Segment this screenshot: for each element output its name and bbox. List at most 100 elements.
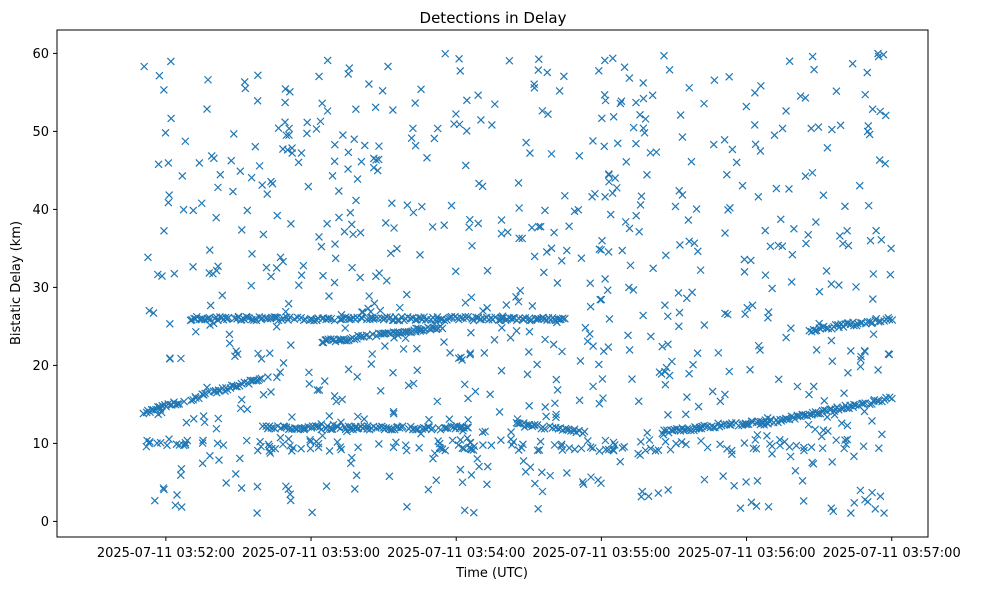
data-point	[336, 443, 345, 452]
data-point	[868, 105, 877, 114]
data-point	[815, 319, 824, 328]
data-point	[693, 247, 702, 256]
data-point	[756, 346, 764, 355]
data-point	[617, 97, 626, 106]
data-point	[155, 71, 164, 80]
data-point	[229, 130, 238, 138]
data-point	[636, 201, 645, 209]
data-point	[368, 350, 377, 358]
data-point	[464, 415, 473, 424]
x-tick-label: 2025-07-11 03:53:00	[242, 546, 380, 561]
data-point	[843, 368, 852, 377]
data-point	[506, 333, 515, 342]
data-point	[820, 396, 829, 405]
data-point	[351, 422, 360, 431]
data-point	[743, 303, 752, 312]
data-point	[285, 313, 294, 322]
data-point	[381, 218, 390, 227]
data-point	[276, 433, 285, 442]
data-point	[742, 102, 751, 111]
data-point	[515, 204, 524, 212]
data-point	[205, 246, 214, 254]
data-point	[465, 223, 473, 232]
data-point	[553, 385, 562, 394]
data-point	[476, 116, 485, 124]
data-point	[281, 118, 289, 127]
data-point	[325, 292, 333, 300]
data-point	[474, 219, 483, 228]
data-point	[667, 357, 676, 366]
data-point	[440, 338, 448, 346]
data-point	[887, 244, 896, 253]
data-point	[809, 382, 818, 391]
data-point	[877, 235, 886, 244]
data-point	[286, 490, 295, 499]
data-point	[281, 98, 290, 107]
data-point	[557, 442, 566, 451]
data-point	[149, 309, 158, 318]
data-point	[819, 191, 828, 200]
data-point	[525, 149, 534, 158]
data-point	[756, 147, 765, 156]
data-point	[717, 421, 726, 430]
data-point	[218, 291, 227, 300]
data-point	[594, 360, 603, 369]
data-point	[808, 168, 817, 177]
data-point	[776, 215, 785, 224]
data-point	[455, 54, 464, 63]
x-tick-label: 2025-07-11 03:55:00	[532, 546, 670, 561]
data-point	[282, 131, 291, 140]
data-point	[613, 139, 622, 148]
data-point	[850, 400, 858, 409]
data-point	[237, 395, 246, 404]
data-point	[178, 172, 187, 180]
data-point	[386, 249, 395, 258]
data-point	[284, 435, 293, 443]
data-point	[823, 143, 832, 152]
data-point	[665, 65, 674, 74]
data-point	[612, 183, 621, 192]
data-point	[433, 397, 442, 406]
data-point	[811, 425, 820, 434]
data-point	[536, 222, 545, 231]
data-point	[601, 274, 610, 283]
data-point	[637, 192, 646, 201]
data-point	[660, 301, 669, 310]
data-point	[874, 444, 883, 453]
data-point	[799, 496, 808, 505]
data-point	[464, 423, 472, 432]
data-point	[189, 262, 197, 271]
data-point	[259, 390, 268, 399]
data-point	[403, 502, 411, 511]
data-point	[841, 202, 849, 211]
data-point	[632, 211, 641, 220]
data-point	[165, 319, 174, 328]
data-point	[547, 149, 556, 158]
data-point	[740, 267, 749, 276]
data-point	[785, 57, 794, 66]
data-point	[160, 226, 168, 235]
data-point	[579, 480, 588, 489]
data-point	[542, 247, 551, 256]
data-point	[843, 421, 852, 430]
data-point	[536, 437, 545, 446]
data-point	[344, 148, 353, 157]
data-point	[480, 348, 489, 357]
data-point	[868, 417, 876, 425]
data-point	[618, 246, 627, 255]
data-point	[159, 484, 168, 492]
data-point	[750, 88, 759, 97]
data-point	[299, 261, 308, 270]
data-point	[639, 124, 648, 133]
data-point	[644, 492, 653, 501]
data-point	[709, 140, 718, 149]
data-point	[267, 272, 275, 281]
data-point	[428, 424, 437, 433]
data-point	[304, 368, 313, 377]
data-point	[481, 427, 490, 436]
data-point	[533, 446, 542, 455]
data-point	[177, 503, 186, 511]
data-point	[664, 410, 672, 419]
data-point	[150, 496, 159, 505]
